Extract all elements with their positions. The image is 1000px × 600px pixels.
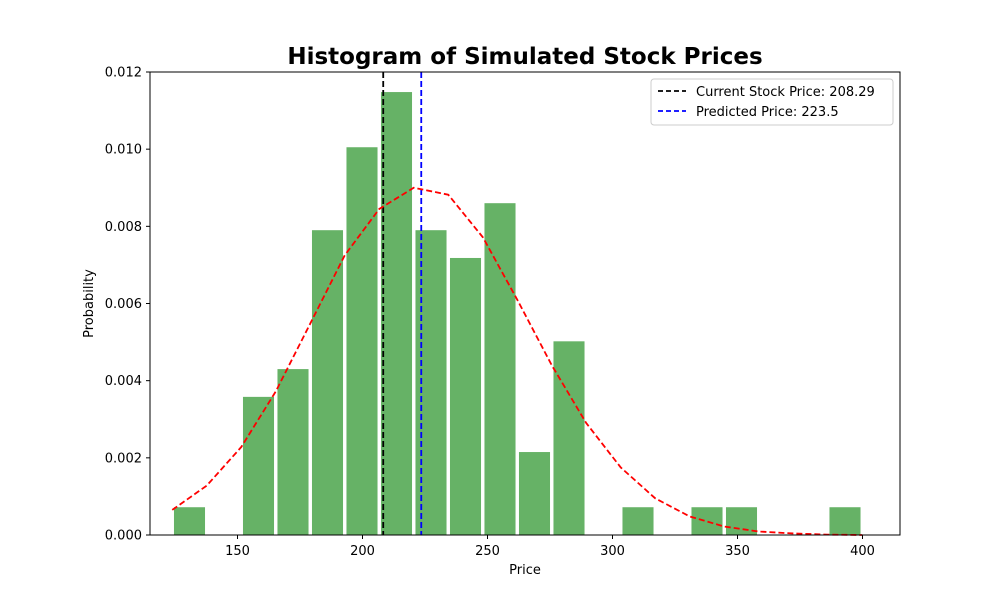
histogram-bar-6	[380, 92, 413, 536]
y-tick-label-5: 0.010	[105, 143, 142, 158]
x-tick-label-1: 200	[350, 544, 375, 559]
legend-label-current-price: Current Stock Price: 208.29	[696, 85, 875, 100]
y-axis-label: Probability	[82, 269, 97, 338]
reference-lines-group	[382, 72, 423, 535]
histogram-bar-3	[277, 369, 309, 535]
y-tick-label-3: 0.006	[105, 297, 142, 312]
x-tick-label-3: 300	[600, 544, 625, 559]
density-curve-group	[171, 186, 863, 536]
y-tick-label-1: 0.002	[105, 451, 142, 466]
x-axis-ticks: 150 200 250 300 350 400	[225, 535, 875, 559]
y-tick-label-4: 0.008	[105, 220, 142, 235]
histogram-bar-7	[415, 230, 447, 536]
density-curve-line	[171, 186, 863, 536]
x-tick-label-0: 150	[225, 544, 250, 559]
y-tick-label-6: 0.012	[105, 66, 142, 81]
histogram-bar-13	[622, 507, 654, 535]
histogram-bar-8	[449, 257, 482, 535]
histogram-bar-0	[173, 507, 206, 535]
y-axis-ticks: 0.000 0.002 0.004 0.006 0.008 0.010 0.012	[105, 66, 150, 544]
histogram-bar-19	[829, 507, 861, 535]
y-tick-label-0: 0.000	[105, 529, 142, 544]
histogram-bar-11	[553, 341, 585, 535]
histogram-bar-10	[518, 452, 551, 535]
histogram-bar-15	[691, 507, 723, 535]
x-tick-label-2: 250	[475, 544, 500, 559]
histogram-bar-9	[484, 203, 516, 535]
x-tick-label-5: 400	[850, 544, 875, 559]
x-axis-label: Price	[509, 563, 541, 578]
histogram-bar-4	[311, 230, 344, 536]
bars-group	[173, 92, 861, 536]
y-tick-label-2: 0.004	[105, 374, 142, 389]
x-tick-label-4: 350	[725, 544, 750, 559]
legend-box	[650, 78, 894, 126]
legend: Current Stock Price: 208.29 Predicted Pr…	[650, 78, 894, 126]
histogram-bar-5	[346, 147, 378, 536]
legend-label-predicted-price: Predicted Price: 223.5	[696, 105, 839, 120]
chart-title: Histogram of Simulated Stock Prices	[287, 44, 762, 70]
